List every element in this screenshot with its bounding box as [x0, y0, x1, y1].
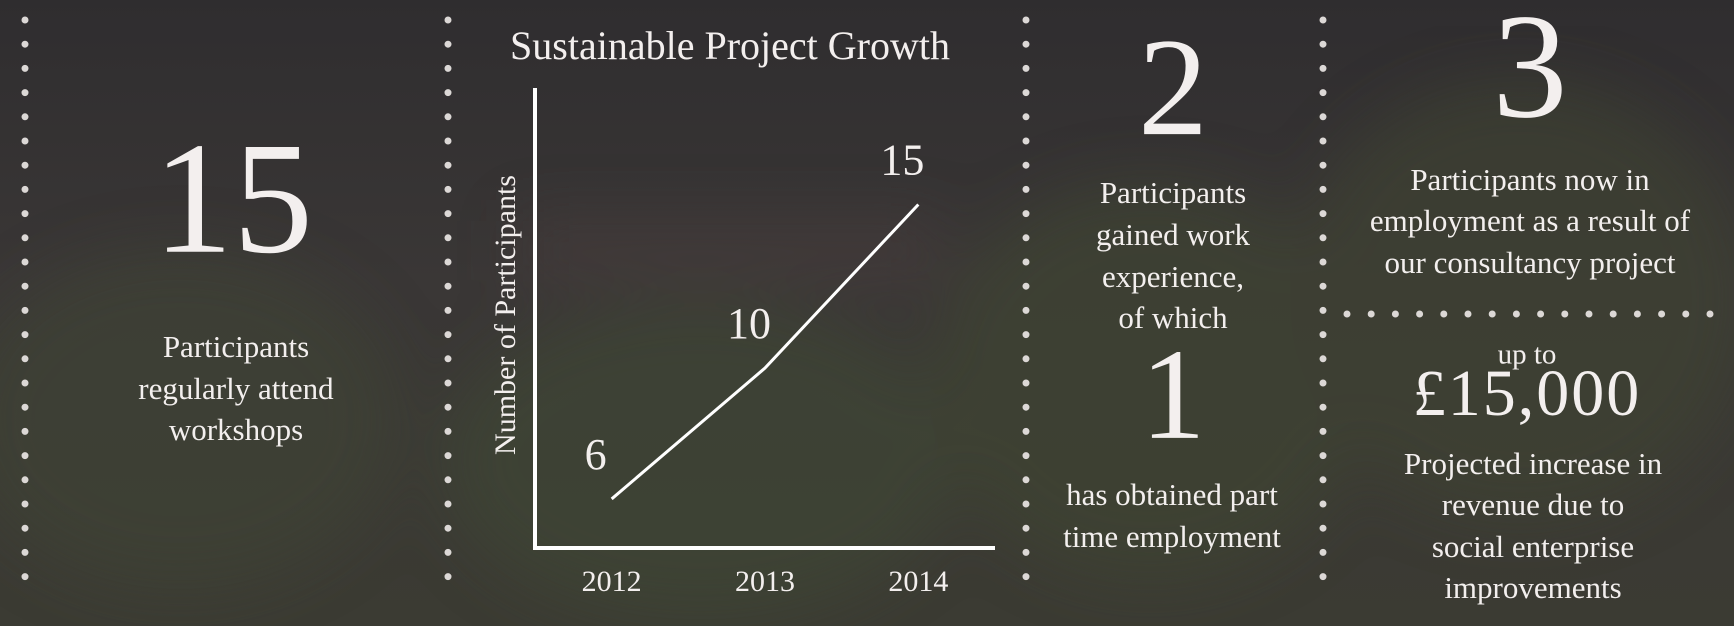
stat-text: regularly attend — [138, 371, 334, 406]
stat-number: 15 — [153, 109, 313, 287]
stat-text: workshops — [169, 412, 303, 447]
chart-title: Sustainable Project Growth — [510, 23, 950, 68]
stat-amount: £15,000 — [1413, 357, 1642, 430]
stat-text: time employment — [1063, 519, 1281, 554]
stat-text: social enterprise — [1432, 529, 1634, 564]
stat-number: 1 — [1141, 323, 1206, 467]
x-tick-label: 2014 — [888, 565, 948, 598]
data-label: 15 — [880, 136, 924, 185]
stat-number: 2 — [1138, 10, 1208, 165]
page: {"workshops": {"number": 15, "lines": ["… — [0, 0, 1734, 626]
y-axis-label: Number of Participants — [489, 175, 522, 455]
stat-text: revenue due to — [1442, 487, 1624, 522]
stat-text: gained work — [1096, 217, 1251, 252]
stat-text: our consultancy project — [1385, 245, 1676, 280]
stat-text: Participants now in — [1410, 162, 1650, 197]
infographic: 15 Participants regularly attend worksho… — [0, 0, 1734, 626]
stat-text: Participants — [1100, 175, 1246, 210]
stat-text: employment as a result of — [1370, 203, 1691, 238]
x-tick-label: 2012 — [582, 565, 642, 598]
stat-text: Projected increase in — [1404, 446, 1663, 481]
data-label: 6 — [585, 430, 607, 479]
x-tick-label: 2013 — [735, 565, 795, 598]
data-label: 10 — [727, 299, 771, 348]
stat-text: has obtained part — [1066, 477, 1278, 512]
stat-text: Participants — [163, 329, 309, 364]
stat-number: 3 — [1493, 0, 1568, 149]
stat-text: experience, — [1102, 259, 1244, 294]
stat-text: improvements — [1444, 570, 1621, 605]
